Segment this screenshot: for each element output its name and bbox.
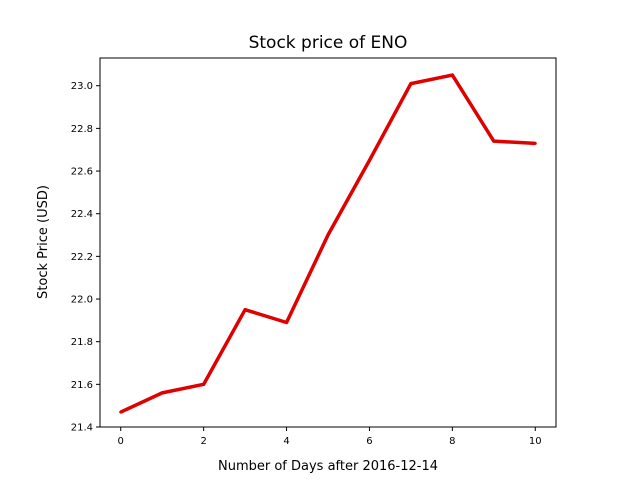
x-tick-label: 8: [449, 436, 455, 447]
x-tick-label: 0: [118, 436, 124, 447]
series-line: [119, 73, 536, 414]
y-tick-label: 21.4: [71, 423, 93, 434]
x-axis: 0 2 4 6 8 10: [118, 427, 542, 447]
data-point: [285, 320, 289, 324]
chart-title: Stock price of ENO: [249, 33, 408, 53]
data-point: [409, 82, 413, 86]
y-axis: 21.4 21.6 21.8 22.0 22.2 22.4 22.6 22.8 23.0: [71, 81, 100, 434]
x-tick-label: 6: [366, 436, 372, 447]
y-tick-label: 22.2: [71, 252, 93, 263]
y-tick-label: 22.6: [71, 167, 93, 178]
data-point: [326, 233, 330, 237]
plot-frame: [99, 57, 557, 428]
x-tick-label: 10: [529, 436, 542, 447]
y-axis-label: Stock Price (USD): [36, 185, 51, 299]
y-tick-label: 22.8: [71, 124, 93, 135]
y-tick-label: 22.0: [71, 295, 93, 306]
data-point: [533, 141, 537, 145]
x-tick-label: 2: [200, 436, 206, 447]
data-point: [367, 158, 371, 162]
plot-area: [119, 73, 537, 414]
data-point: [119, 410, 123, 414]
data-point: [450, 73, 454, 77]
data-point: [202, 382, 206, 386]
data-point: [160, 391, 164, 395]
y-tick-label: 21.6: [71, 380, 93, 391]
x-axis-label: Number of Days after 2016-12-14: [218, 459, 438, 474]
y-tick-label: 22.4: [71, 209, 93, 220]
x-tick-label: 4: [283, 436, 289, 447]
data-point: [243, 308, 247, 312]
y-tick-label: 23.0: [71, 81, 93, 92]
data-point: [492, 139, 496, 143]
y-tick-label: 21.8: [71, 337, 93, 348]
